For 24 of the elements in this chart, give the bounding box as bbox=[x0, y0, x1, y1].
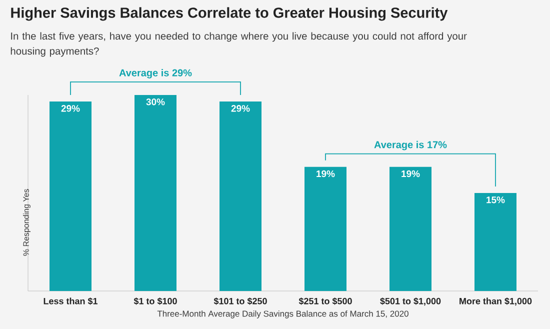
data-label: 19% bbox=[402, 170, 420, 178]
x-tick-label: Less than $1 bbox=[44, 298, 98, 305]
x-tick-label: $1 to $100 bbox=[134, 298, 177, 305]
x-tick-label: $101 to $250 bbox=[214, 298, 267, 305]
chart-title: Higher Savings Balances Correlate to Greater Housing Security bbox=[11, 7, 448, 21]
bar bbox=[304, 166, 346, 291]
bar bbox=[389, 166, 432, 291]
bar bbox=[220, 102, 262, 291]
data-label: 29% bbox=[231, 105, 250, 112]
bar bbox=[134, 94, 176, 291]
annotation: Average is 17% bbox=[374, 140, 447, 150]
bar bbox=[474, 192, 516, 291]
bar bbox=[50, 102, 92, 291]
x-tick-label: More than $1,000 bbox=[460, 298, 532, 306]
data-label: 29% bbox=[61, 105, 80, 112]
text: Average is 29% bbox=[119, 69, 192, 78]
data-label: 19% bbox=[316, 170, 335, 178]
x-tick-label: $251 to $500 bbox=[298, 298, 352, 305]
x-axis-title: Three-Month Average Daily Savings Balance as of March 15, 2020 bbox=[157, 310, 408, 318]
chart-subtitle: In the last five years, have you needed to change where you live because you could not afford your housing payments? bbox=[10, 32, 467, 57]
y-axis-title: % Responding Yes bbox=[23, 189, 30, 256]
data-label: 30% bbox=[146, 98, 165, 106]
x-tick-label: $501 to $1,000 bbox=[380, 298, 441, 306]
data-label: 15% bbox=[486, 196, 505, 204]
